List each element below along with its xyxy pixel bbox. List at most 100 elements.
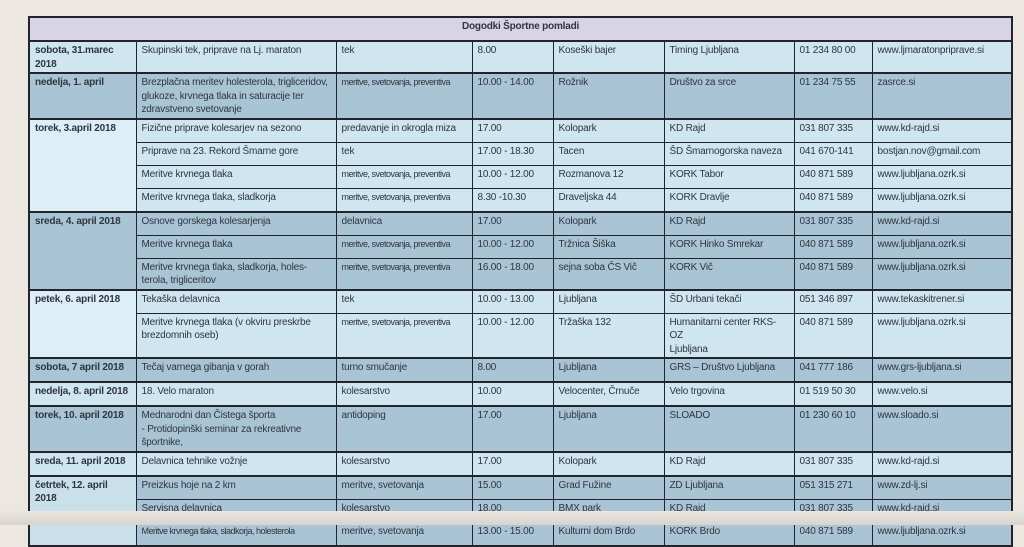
web-cell: www.tekaskitrener.si [871,288,1013,314]
phone-cell: 031 807 335 [793,450,873,476]
type-cell: meritve, svetovanja, preventiva [335,72,473,119]
event-text: Preizkus hoje na 2 km [141,479,236,491]
type-cell: kolesarstvo [335,381,473,407]
type-text: meritve, svetovanja, preventiva [341,77,451,87]
location-cell: Tržaška 132 [552,312,665,359]
organizer-text: Humanitarni center RKS-OZ Ljubljana [669,316,777,355]
type-text: predavanje in okrogla miza [341,122,457,134]
web-cell: www.kd-rajd.si [871,450,1013,476]
phone-cell: 041 777 186 [793,357,873,383]
phone-text: 031 807 335 [799,502,854,514]
location-cell: Koseški bajer [552,40,665,74]
location-cell: Grad Fužine [552,474,665,500]
event-text: Tekaška delavnica [141,293,221,305]
type-cell: delavnica [335,210,473,236]
event-text: Meritve krvnega tlaka, sladkorja, holest… [141,525,296,536]
web-cell: www.ljubljana.ozrk.si [871,164,1013,189]
phone-text: 040 871 589 [799,525,854,537]
type-text: kolesarstvo [341,502,391,514]
event-cell: Delavnica tehnike vožnje [135,450,337,476]
event-cell: Meritve krvnega tlaka, sladkorja [135,187,337,212]
time-cell: 17.00 [471,405,554,452]
event-text: 18. Velo maraton [141,386,215,397]
type-cell: meritve, svetovanja [335,474,473,500]
time-text: 18.00 [477,502,502,514]
location-cell: sejna soba ČS Vič [552,257,665,290]
web-cell: www.zd-lj.si [871,474,1013,500]
time-cell: 17.00 [471,450,554,476]
location-text: Ljubljana [558,293,597,305]
web-cell: www.grs-ljubljana.si [871,357,1013,383]
type-text: meritve, svetovanja, preventiva [341,316,451,327]
time-text: 13.00 - 15.00 [477,525,535,537]
location-cell: Kolopark [552,450,665,476]
location-text: Kolopark [558,455,597,467]
organizer-cell: KD Rajd [663,498,795,523]
event-row: torek, 10. april 2018 Mednarodni dan Čist… [28,405,1013,452]
organizer-cell: Timing Ljubljana [663,40,795,74]
time-cell: 17.00 [471,117,554,143]
type-cell: meritve, svetovanja, preventiva [335,234,473,259]
web-text: www.ljubljana.ozrk.si [877,261,966,273]
location-cell: Kolopark [552,210,665,236]
phone-cell: 040 871 589 [793,257,873,290]
type-cell: kolesarstvo [335,498,473,523]
event-cell: Skupinski tek, priprave na Lj. maraton [135,40,337,74]
event-text: Tečaj varnega gibanja v gorah [141,362,270,373]
web-text: www.kd-rajd.si [877,455,940,467]
event-text: Meritve krvnega tlaka [141,168,233,180]
event-cell: Meritve krvnega tlaka [135,234,337,259]
event-cell: Meritve krvnega tlaka [135,164,337,189]
event-cell: Tečaj varnega gibanja v gorah [135,357,337,383]
phone-text: 031 807 335 [799,215,854,227]
organizer-text: ŠD Šmarnogorska naveza [669,145,783,157]
type-cell: meritve, svetovanja, preventiva [335,164,473,189]
organizer-text: GRS – Društvo Ljubljana [669,362,776,373]
type-text: meritve, svetovanja [341,525,425,537]
location-cell: Ljubljana [552,357,665,383]
time-cell: 10.00 - 14.00 [471,72,554,119]
web-text: www.sloado.si [877,410,939,421]
event-text: Meritve krvnega tlaka, sladkorja, holes-… [141,261,308,287]
web-text: zasrce.si [877,77,916,88]
type-text: meritve, svetovanja, preventiva [341,261,451,272]
type-text: kolesarstvo [341,386,391,397]
web-text: www.ljubljana.ozrk.si [877,168,966,180]
event-row: Servisna delavnica kolesarstvo 18.00 BMX pa… [29,498,1013,523]
event-row: Meritve krvnega tlaka, sladkorja, holest… [29,521,1013,546]
event-text: Fizične priprave kolesarjev na sezono [141,122,302,134]
event-cell: Tekaška delavnica [135,288,337,314]
organizer-cell: KD Rajd [663,450,795,476]
web-text: www.ljubljana.ozrk.si [877,316,966,328]
organizer-text: KD Rajd [669,455,706,467]
event-row: nedelja, 1. april Brezplačna meritev hole… [28,72,1013,119]
event-cell: Meritve krvnega tlaka (v okviru preskrbe… [135,312,337,359]
phone-text: 01 230 60 10 [799,410,856,421]
organizer-cell: Velo trgovina [663,381,795,407]
date-cell: sreda, 4. april 2018 [28,210,137,290]
phone-cell: 01 234 80 00 [793,40,873,74]
location-text: Draveljska 44 [558,191,617,203]
type-cell: antidoping [335,405,473,452]
organizer-cell: KORK Hinko Smrekar [663,234,795,259]
date-cell: nedelja, 1. april [28,72,137,119]
location-cell: Kolopark [552,117,665,143]
time-text: 16.00 - 18.00 [477,261,535,273]
organizer-cell: KD Rajd [663,117,795,143]
phone-text: 040 871 589 [799,191,854,203]
time-text: 10.00 - 14.00 [477,77,535,88]
phone-text: 01 234 80 00 [799,45,856,56]
event-cell: Fizične priprave kolesarjev na sezono [135,117,337,143]
events-table: Dogodki Športne pomladi sobota, 31.marec… [28,16,1014,547]
time-cell: 8.00 [471,40,554,74]
organizer-text: KORK Vič [669,261,713,273]
phone-cell: 040 871 589 [793,234,873,259]
type-cell: tek [335,288,473,314]
web-cell: www.kd-rajd.si [871,210,1013,236]
event-row: torek, 3.april 2018 Fizične priprave kole… [28,117,1013,212]
date-cell: nedelja, 8. april 2018 [28,381,137,407]
time-text: 17.00 [477,122,502,134]
type-cell: meritve, svetovanja, preventiva [335,312,473,359]
time-text: 10.00 [477,386,502,397]
event-cell: Meritve krvnega tlaka, sladkorja, holest… [135,521,337,546]
